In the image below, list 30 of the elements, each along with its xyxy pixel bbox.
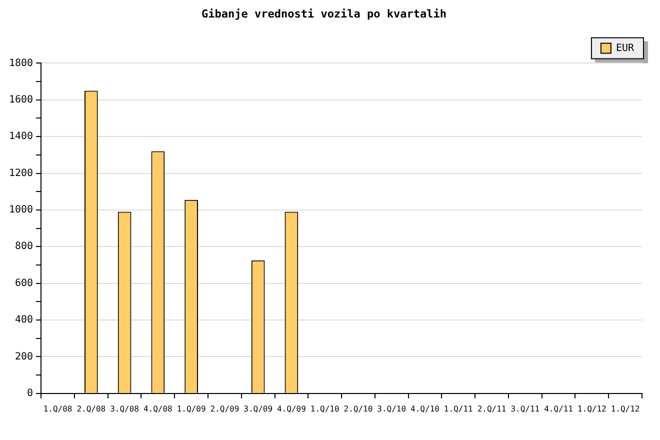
y-tick-label: 1200 — [8, 168, 34, 179]
x-tick-label: 1.Q/09 — [176, 404, 206, 414]
x-tick-label: 1.Q/10 — [310, 404, 340, 414]
x-tick-label: 4.Q/10 — [410, 404, 440, 414]
x-tick-label: 1.Q/11 — [444, 404, 474, 414]
x-tick-label: 2.Q/09 — [210, 404, 240, 414]
x-tick-label: 4.Q/08 — [143, 404, 173, 414]
y-tick-label: 1600 — [8, 94, 34, 106]
y-tick-label: 400 — [15, 314, 34, 326]
x-tick-label: 3.Q/09 — [244, 404, 273, 414]
y-tick-label: 600 — [15, 278, 34, 289]
x-tick-label: 4.Q/09 — [277, 404, 306, 414]
x-tick-label: 2.Q/08 — [76, 404, 106, 414]
x-tick-label: 2.Q/10 — [344, 404, 373, 414]
x-tick-label: 1.Q/12 — [610, 404, 640, 414]
x-tick-label: 3.Q/08 — [110, 404, 140, 414]
x-tick-label: 1.Q/12 — [577, 404, 607, 414]
x-tick-label: 2.Q/11 — [477, 404, 506, 414]
y-tick-label: 200 — [15, 351, 34, 362]
x-tick-label: 1.Q/08 — [43, 404, 72, 414]
x-tick-label: 3.Q/11 — [510, 404, 540, 414]
y-tick-label: 1400 — [8, 131, 34, 142]
y-tick-label: 1000 — [8, 204, 34, 216]
x-tick-label: 4.Q/11 — [544, 404, 574, 414]
y-tick-label: 0 — [27, 388, 34, 399]
chart-title: Gibanje vrednosti vozila po kvartalih — [201, 7, 447, 20]
y-tick-label: 800 — [15, 241, 34, 252]
y-tick-label: 1800 — [8, 58, 34, 69]
x-tick-label: 3.Q/10 — [377, 404, 406, 414]
legend-label: EUR — [616, 42, 635, 54]
